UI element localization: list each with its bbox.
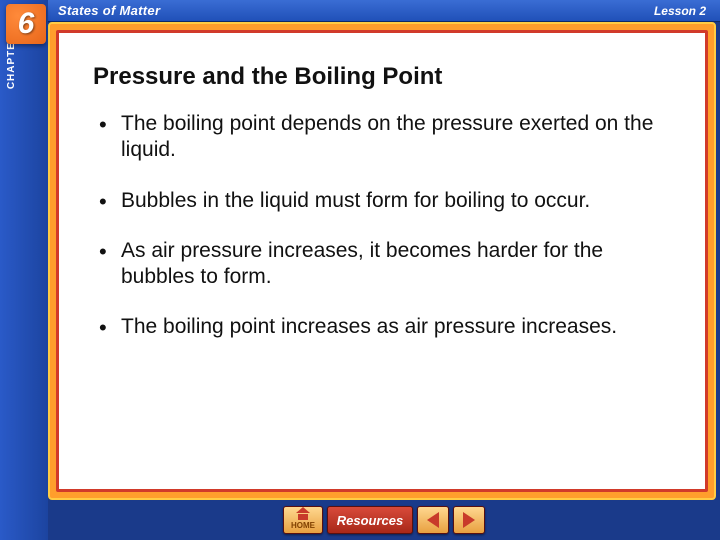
bottom-nav: HOME Resources [48, 500, 720, 540]
chapter-number-box: 6 [6, 4, 46, 44]
resources-label: Resources [337, 513, 403, 528]
slide-title: Pressure and the Boiling Point [93, 63, 671, 91]
home-button[interactable]: HOME [283, 506, 323, 534]
prev-button[interactable] [417, 506, 449, 534]
outer-frame: Pressure and the Boiling Point The boili… [48, 22, 716, 500]
home-label: HOME [291, 521, 315, 530]
bullet-list: The boiling point depends on the pressur… [93, 111, 671, 341]
inner-frame: Pressure and the Boiling Point The boili… [56, 30, 708, 492]
home-icon [296, 510, 310, 520]
bullet-item: Bubbles in the liquid must form for boil… [93, 188, 671, 214]
arrow-left-icon [427, 512, 439, 528]
chapter-tab: CHAPTER [0, 0, 48, 540]
header-bar: States of Matter Lesson 2 [0, 0, 720, 22]
resources-button[interactable]: Resources [327, 506, 413, 534]
header-title: States of Matter [58, 3, 160, 18]
lesson-tag: Lesson 2 [654, 4, 706, 18]
content-area: Pressure and the Boiling Point The boili… [59, 33, 705, 489]
bullet-item: The boiling point increases as air press… [93, 314, 671, 340]
bullet-item: The boiling point depends on the pressur… [93, 111, 671, 164]
arrow-right-icon [463, 512, 475, 528]
next-button[interactable] [453, 506, 485, 534]
chapter-number: 6 [18, 7, 35, 41]
bullet-item: As air pressure increases, it becomes ha… [93, 238, 671, 291]
